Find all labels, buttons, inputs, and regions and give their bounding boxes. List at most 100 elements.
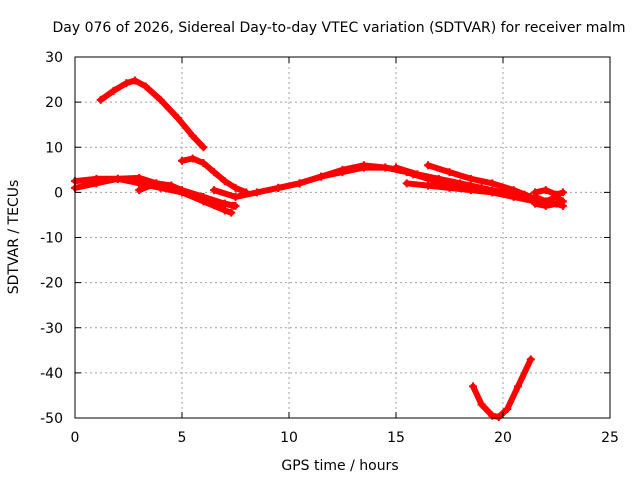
- data-point: [338, 168, 347, 177]
- data-point: [402, 179, 411, 188]
- data-point: [488, 179, 497, 188]
- data-point: [520, 192, 529, 201]
- series-arc-j: [402, 179, 529, 201]
- data-point: [295, 179, 304, 188]
- data-point: [558, 188, 567, 197]
- data-point: [558, 201, 567, 210]
- data-point: [434, 174, 443, 183]
- series-band: [532, 187, 566, 198]
- x-tick-label: 15: [387, 430, 405, 446]
- y-tick-labels: 30 20 10 0 -10 -20 -30 -40 -50: [40, 50, 63, 427]
- data-point: [424, 161, 433, 170]
- y-tick-label: -50: [40, 411, 63, 427]
- series-arc-m: [531, 199, 567, 210]
- data-point: [531, 188, 540, 197]
- series-band: [532, 193, 566, 205]
- y-axis-label: SDTVAR / TECUs: [6, 180, 22, 295]
- data-point: [96, 95, 105, 104]
- data-point: [274, 183, 283, 192]
- series-arc-k: [531, 192, 567, 206]
- y-tick-label: 30: [45, 50, 63, 66]
- data-point: [199, 192, 208, 201]
- series-band: [532, 200, 566, 209]
- series-arc-f: [210, 161, 454, 201]
- data-point: [552, 199, 561, 208]
- data-point: [469, 382, 478, 391]
- data-point: [173, 113, 182, 122]
- x-tick-label: 0: [71, 430, 80, 446]
- y-tick-label: -20: [40, 276, 63, 292]
- data-point: [466, 174, 475, 183]
- data-point: [152, 179, 161, 188]
- x-tick-label: 25: [601, 430, 619, 446]
- x-tick-label: 20: [494, 430, 512, 446]
- axis-ticks: [74, 56, 611, 419]
- data-point: [445, 183, 454, 192]
- x-tick-label: 5: [178, 430, 187, 446]
- data-point: [494, 413, 503, 422]
- data-point: [199, 143, 208, 152]
- data-point: [156, 95, 165, 104]
- data-point: [178, 156, 186, 165]
- data-point: [113, 174, 122, 183]
- data-point: [210, 168, 219, 177]
- data-point: [135, 186, 144, 195]
- data-point: [92, 179, 101, 188]
- data-point: [445, 168, 454, 177]
- data-point: [252, 188, 261, 197]
- data-point: [178, 186, 186, 195]
- y-tick-label: -30: [40, 321, 63, 337]
- x-axis-label: GPS time / hours: [281, 458, 398, 474]
- data-point: [210, 186, 219, 195]
- data-point: [424, 181, 433, 190]
- data-point: [109, 86, 118, 95]
- series-arc-a: [96, 76, 208, 152]
- data-point: [541, 186, 550, 195]
- chart-title: Day 076 of 2026, Sidereal Day-to-day VTE…: [53, 20, 626, 36]
- series-arc-d: [135, 179, 238, 210]
- x-tick-labels: 0 5 10 15 20 25: [71, 430, 619, 446]
- data-point: [122, 79, 131, 88]
- y-tick-label: -10: [40, 231, 63, 247]
- data-point: [231, 192, 240, 201]
- data-point: [167, 181, 176, 190]
- data-point: [477, 400, 486, 409]
- data-point: [141, 82, 150, 91]
- data-point: [466, 186, 475, 195]
- data-point: [188, 131, 197, 140]
- data-point: [317, 172, 326, 181]
- y-tick-label: 0: [54, 185, 63, 201]
- data-point: [413, 170, 422, 179]
- data-point: [227, 208, 236, 217]
- data-point: [220, 199, 229, 208]
- data-point: [381, 163, 390, 172]
- series-arc-n: [469, 355, 535, 422]
- data-point: [229, 201, 238, 210]
- data-point: [552, 190, 561, 199]
- data-point: [488, 188, 497, 197]
- data-point: [220, 177, 229, 186]
- series-arc-l: [531, 186, 567, 199]
- data-point: [135, 173, 144, 182]
- y-tick-label: -40: [40, 366, 63, 382]
- series-arc-c: [71, 173, 236, 217]
- data-point: [392, 163, 400, 172]
- data-point: [231, 183, 240, 192]
- data-point: [513, 382, 522, 391]
- x-tick-label: 10: [280, 430, 298, 446]
- data-point: [541, 201, 550, 210]
- data-point: [188, 154, 197, 163]
- data-point: [199, 159, 208, 168]
- data-point: [509, 190, 518, 199]
- data-point: [526, 355, 535, 364]
- data-point: [359, 163, 368, 172]
- data-point: [531, 199, 540, 208]
- data-point: [220, 206, 229, 215]
- y-tick-label: 20: [45, 95, 63, 111]
- data-series: [71, 76, 567, 422]
- data-point: [503, 404, 512, 413]
- series-band: [425, 162, 534, 200]
- data-point: [130, 76, 139, 85]
- y-tick-label: 10: [45, 140, 63, 156]
